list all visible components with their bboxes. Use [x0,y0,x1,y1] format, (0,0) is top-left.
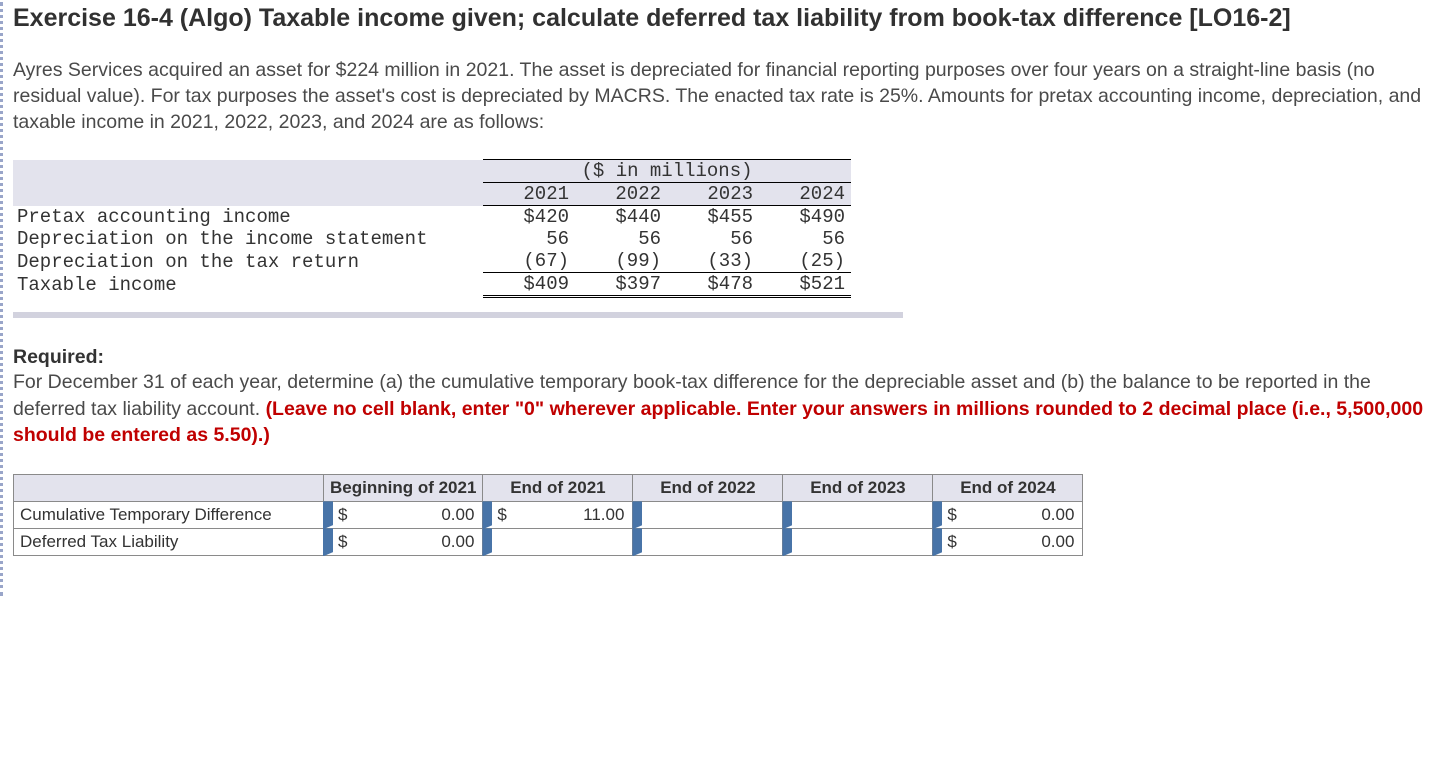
answer-row-label: Deferred Tax Liability [14,529,324,556]
answer-row-label: Cumulative Temporary Difference [14,502,324,529]
answer-cell-input[interactable] [783,529,933,556]
answer-cell-input[interactable] [633,529,783,556]
exercise-title: Exercise 16-4 (Algo) Taxable income give… [13,2,1446,35]
answer-cell-input[interactable]: $0.00 [324,502,483,529]
col-year-1: 2022 [575,183,667,206]
answer-header: Beginning of 2021 [324,475,483,502]
col-year-3: 2024 [759,183,851,206]
answer-header: End of 2023 [783,475,933,502]
data-table-divider [13,312,903,318]
row-label-total: Taxable income [13,273,483,297]
problem-paragraph: Ayres Services acquired an asset for $22… [13,57,1446,136]
answer-row: Cumulative Temporary Difference $0.00 $1… [14,502,1083,529]
answer-table: Beginning of 2021 End of 2021 End of 202… [13,474,1083,556]
page-container: Exercise 16-4 (Algo) Taxable income give… [0,2,1456,596]
answer-cell-input[interactable]: $0.00 [933,529,1083,556]
answer-header: End of 2024 [933,475,1083,502]
required-heading: Required: [13,346,104,368]
row-label: Depreciation on the income statement [13,228,483,250]
col-year-2: 2023 [667,183,759,206]
answer-cell-input[interactable] [783,502,933,529]
row-label: Depreciation on the tax return [13,250,483,273]
required-section: Required: For December 31 of each year, … [13,346,1446,448]
answer-cell-input[interactable] [633,502,783,529]
row-label: Pretax accounting income [13,206,483,229]
data-table: ($ in millions) 2021 2022 2023 2024 Pret… [13,159,851,304]
data-table-blank [13,160,483,183]
answer-row: Deferred Tax Liability $0.00 $0.00 [14,529,1083,556]
answer-cell-input[interactable]: $0.00 [933,502,1083,529]
answer-header: End of 2022 [633,475,783,502]
answer-cell-input[interactable] [483,529,633,556]
answer-cell-input[interactable]: $0.00 [324,529,483,556]
answer-header-blank [14,475,324,502]
answer-cell-input[interactable]: $11.00 [483,502,633,529]
units-label: ($ in millions) [483,160,851,183]
answer-header: End of 2021 [483,475,633,502]
col-year-0: 2021 [483,183,575,206]
